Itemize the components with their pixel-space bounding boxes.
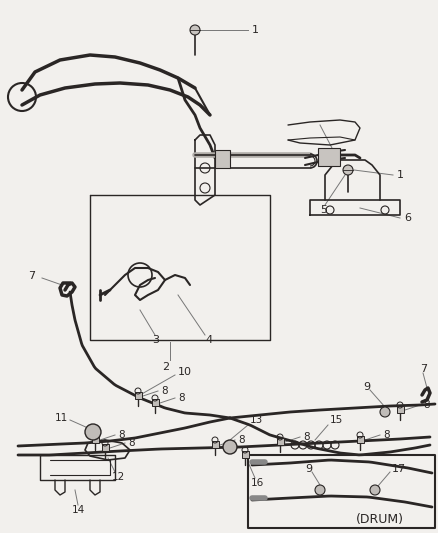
Text: 8: 8 (423, 400, 430, 410)
Text: 15: 15 (330, 415, 343, 425)
Text: 8: 8 (303, 432, 310, 442)
Text: 6: 6 (404, 213, 411, 223)
Circle shape (85, 424, 101, 440)
Bar (92, 436, 99, 443)
Bar (215, 150, 230, 168)
Circle shape (370, 485, 380, 495)
Bar (102, 444, 109, 451)
Circle shape (190, 25, 200, 35)
Text: 7: 7 (420, 364, 427, 374)
Text: 17: 17 (392, 464, 406, 474)
Text: 1: 1 (252, 25, 259, 35)
Text: 3: 3 (152, 335, 159, 345)
Text: 7: 7 (28, 271, 35, 281)
Text: 11: 11 (55, 413, 68, 423)
Circle shape (315, 485, 325, 495)
Text: 9: 9 (363, 382, 370, 392)
Bar (134, 392, 141, 399)
Bar (357, 436, 364, 443)
Bar (318, 148, 340, 166)
Bar (152, 399, 159, 406)
Bar (396, 406, 403, 413)
Bar (212, 441, 219, 448)
Text: 9: 9 (305, 464, 312, 474)
Text: 5: 5 (320, 205, 327, 215)
Text: 8: 8 (238, 435, 245, 445)
Text: 13: 13 (250, 415, 263, 425)
Text: 8: 8 (161, 386, 168, 396)
Text: 4: 4 (205, 335, 212, 345)
Text: 12: 12 (112, 472, 125, 482)
Text: 8: 8 (383, 430, 390, 440)
Text: (DRUM): (DRUM) (356, 513, 404, 527)
Bar (276, 438, 283, 445)
Text: 16: 16 (251, 478, 264, 488)
Circle shape (223, 440, 237, 454)
Text: 2: 2 (162, 362, 169, 372)
Text: 1: 1 (397, 170, 404, 180)
Text: 14: 14 (72, 505, 85, 515)
Circle shape (380, 407, 390, 417)
Circle shape (343, 165, 353, 175)
Bar (241, 451, 248, 458)
Text: 8: 8 (118, 430, 125, 440)
Text: 8: 8 (128, 438, 134, 448)
Text: 8: 8 (178, 393, 185, 403)
Text: 10: 10 (178, 367, 192, 377)
